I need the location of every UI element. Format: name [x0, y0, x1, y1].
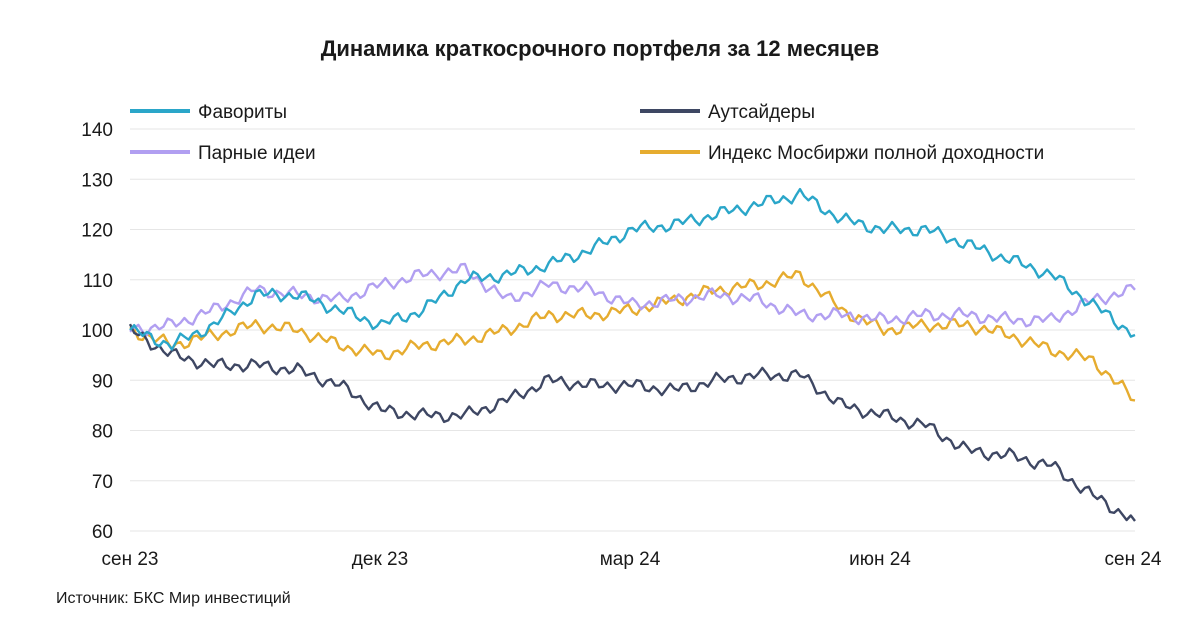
x-tick-label: сен 23	[102, 549, 159, 570]
series-line	[129, 187, 1136, 351]
series-line	[129, 262, 1136, 337]
legend-label: Фавориты	[198, 102, 287, 123]
series-line	[128, 323, 1136, 522]
y-tick-label: 100	[81, 321, 113, 342]
y-tick-label: 130	[81, 170, 113, 191]
x-axis: сен 23 дек 23 мар 24 июн 24 сен 24	[102, 549, 1162, 570]
series-line	[129, 270, 1136, 402]
legend-label: Аутсайдеры	[708, 102, 815, 123]
x-tick-label: мар 24	[600, 549, 661, 570]
source-note: Источник: БКС Мир инвестиций	[56, 590, 291, 607]
legend-label: Индекс Мосбиржи полной доходности	[708, 143, 1044, 164]
x-tick-label: июн 24	[849, 549, 911, 570]
legend-label: Парные идеи	[198, 143, 316, 164]
y-tick-label: 120	[81, 221, 113, 242]
y-tick-label: 60	[92, 522, 113, 543]
legend: Фавориты Аутсайдеры Парные идеи Индекс Мосб…	[130, 102, 1044, 164]
x-tick-label: сен 24	[1105, 549, 1162, 570]
chart-title: Динамика краткосрочного портфеля за 12 м…	[321, 36, 880, 61]
grid	[130, 128, 1135, 532]
y-tick-label: 90	[92, 371, 113, 392]
y-tick-label: 140	[81, 120, 113, 141]
x-tick-label: дек 23	[352, 549, 408, 570]
y-tick-label: 80	[92, 422, 113, 443]
y-axis: 60 70 80 90 100 110 120 130 140	[81, 120, 113, 543]
y-tick-label: 110	[83, 271, 113, 292]
series-lines	[128, 187, 1136, 522]
y-tick-label: 70	[92, 472, 113, 493]
